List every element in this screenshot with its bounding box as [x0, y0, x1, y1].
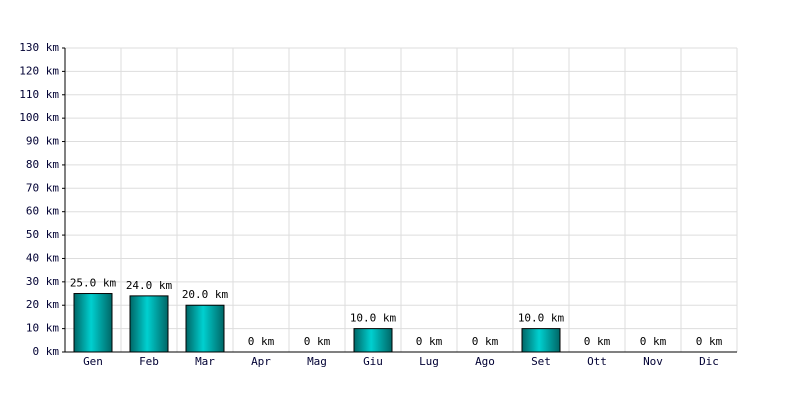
- y-tick-label: 110 km: [19, 88, 59, 101]
- x-tick-label: Nov: [643, 355, 663, 368]
- value-label: 25.0 km: [70, 277, 117, 290]
- value-label: 0 km: [640, 335, 667, 348]
- x-tick-label: Lug: [419, 355, 439, 368]
- value-label: 0 km: [472, 335, 499, 348]
- value-label: 0 km: [304, 335, 331, 348]
- y-tick-label: 30 km: [26, 275, 59, 288]
- y-tick-label: 60 km: [26, 205, 59, 218]
- value-label: 0 km: [584, 335, 611, 348]
- x-tick-label: Dic: [699, 355, 719, 368]
- x-tick-label: Set: [531, 355, 551, 368]
- value-label: 10.0 km: [518, 312, 565, 325]
- y-tick-label: 80 km: [26, 158, 59, 171]
- y-tick-label: 70 km: [26, 181, 59, 194]
- y-tick-label: 50 km: [26, 228, 59, 241]
- bar: [73, 293, 113, 353]
- y-tick-label: 100 km: [19, 111, 59, 124]
- value-label: 0 km: [696, 335, 723, 348]
- value-label: 20.0 km: [182, 288, 229, 301]
- x-tick-label: Apr: [251, 355, 271, 368]
- y-tick-label: 10 km: [26, 322, 59, 335]
- bar: [521, 328, 561, 353]
- x-tick-label: Mar: [195, 355, 215, 368]
- x-tick-label: Feb: [139, 355, 159, 368]
- value-label: 24.0 km: [126, 279, 173, 292]
- bar: [353, 328, 393, 353]
- y-tick-label: 90 km: [26, 135, 59, 148]
- x-tick-label: Mag: [307, 355, 327, 368]
- y-tick-label: 130 km: [19, 41, 59, 54]
- value-label: 0 km: [416, 335, 443, 348]
- x-tick-label: Gen: [83, 355, 103, 368]
- x-tick-label: Giu: [363, 355, 383, 368]
- x-tick-label: Ago: [475, 355, 495, 368]
- y-tick-label: 40 km: [26, 251, 59, 264]
- bar: [185, 304, 225, 353]
- value-label: 10.0 km: [350, 312, 397, 325]
- y-tick-label: 20 km: [26, 298, 59, 311]
- bar: [129, 295, 169, 353]
- value-label: 0 km: [248, 335, 275, 348]
- x-tick-label: Ott: [587, 355, 607, 368]
- y-tick-label: 0 km: [33, 345, 60, 358]
- y-tick-label: 120 km: [19, 64, 59, 77]
